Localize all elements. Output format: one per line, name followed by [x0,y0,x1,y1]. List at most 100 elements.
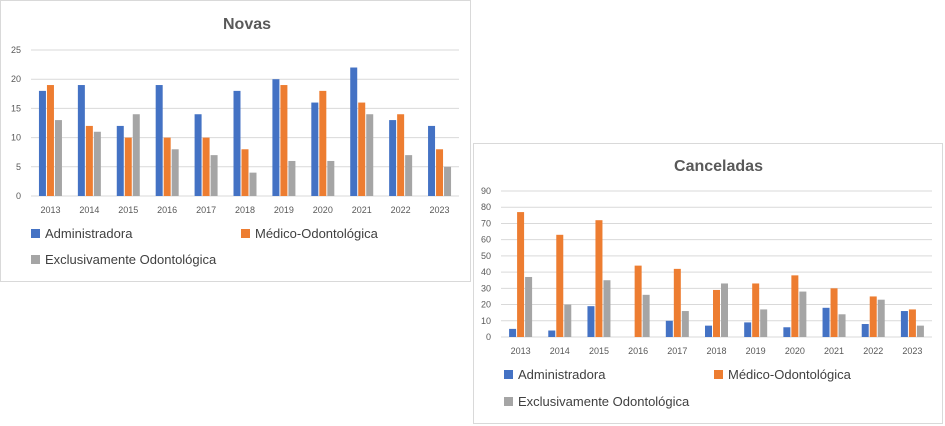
x-tick-label: 2016 [628,346,648,356]
bar [744,322,752,337]
bar [132,114,140,196]
bar [241,149,249,196]
x-tick-label: 2014 [79,205,99,215]
bar [171,149,179,196]
bar [46,85,54,196]
bar [319,90,327,196]
bar [155,85,163,196]
bar [327,160,335,196]
x-tick-label: 2018 [235,205,255,215]
chart-canceladas-svg: Canceladas 0 10 20 30 40 50 60 70 80 90 2013 2014 201… [481,158,932,409]
x-tick-label: 2019 [274,205,294,215]
chart-novas: Novas 0 5 10 15 20 25 2013 2014 2015 2016 2017 2018 2… [0,0,471,282]
bar [124,137,132,196]
legend-label: Exclusivamente Odontológica [518,394,690,409]
bar [861,324,869,337]
bar [564,304,572,337]
bar [77,85,85,196]
bar [665,320,673,337]
x-tick-label: 2022 [391,205,411,215]
y-tick-label: 0 [486,332,491,342]
x-tick-label: 2021 [824,346,844,356]
bar [358,102,366,196]
bar [752,283,760,337]
bar [916,325,924,337]
y-tick-label: 70 [481,218,491,228]
x-tick-label: 2019 [746,346,766,356]
x-tick-label: 2014 [550,346,570,356]
bar [791,275,799,337]
y-tick-label: 30 [481,283,491,293]
x-tick-label: 2017 [667,346,687,356]
bar [202,137,210,196]
y-tick-label: 25 [11,45,21,55]
chart-title: Canceladas [674,158,763,175]
bar [869,296,877,337]
bar [595,220,603,337]
x-tick-label: 2013 [511,346,531,356]
bar [681,311,689,337]
chart-title: Novas [223,16,271,33]
bar [548,330,556,337]
y-tick-label: 20 [481,300,491,310]
bar [517,212,525,337]
bar [85,125,93,196]
bar [634,265,642,337]
y-tick-label: 90 [481,186,491,196]
y-tick-label: 15 [11,103,21,113]
bar [838,314,846,337]
bar [603,280,611,337]
bar [311,102,319,196]
bar [822,307,830,337]
legend-swatch [241,229,250,238]
legend-swatch [31,255,40,264]
legend-swatch [714,370,723,379]
chart-novas-svg: Novas 0 5 10 15 20 25 2013 2014 2015 2016 2017 2018 2… [11,16,459,267]
x-tick-label: 2016 [157,205,177,215]
y-tick-label: 0 [16,191,21,201]
bar [444,166,452,196]
y-tick-label: 60 [481,235,491,245]
bar [900,311,908,337]
x-tick-label: 2015 [589,346,609,356]
bar [280,85,288,196]
bar [428,125,436,196]
legend-swatch [31,229,40,238]
bar [673,268,681,337]
bar [509,328,517,337]
bar [783,327,791,337]
bar [93,131,101,196]
bar [389,120,397,196]
bar [436,149,444,196]
bar [366,114,374,196]
bar [713,289,720,337]
bar [908,309,916,337]
bar [877,299,885,337]
bar [249,172,257,196]
y-tick-label: 40 [481,267,491,277]
legend-swatch [504,370,513,379]
y-tick-label: 5 [16,162,21,172]
y-tick-label: 50 [481,251,491,261]
x-tick-label: 2017 [196,205,216,215]
bar [705,325,712,337]
x-tick-label: 2022 [863,346,883,356]
bar [272,79,280,196]
legend-label: Médico-Odontológica [255,226,379,241]
x-tick-label: 2023 [902,346,922,356]
y-tick-label: 20 [11,74,21,84]
bar [830,288,838,337]
x-tick-label: 2020 [785,346,805,356]
y-tick-label: 10 [11,133,21,143]
x-tick-label: 2018 [706,346,726,356]
bar [397,114,405,196]
bar [350,67,358,197]
legend-swatch [504,397,513,406]
bar [405,155,413,196]
bar [38,90,46,196]
bar [760,309,768,337]
bar [163,137,171,196]
legend-label: Médico-Odontológica [728,367,852,382]
bar [116,125,124,196]
bar [54,120,62,196]
